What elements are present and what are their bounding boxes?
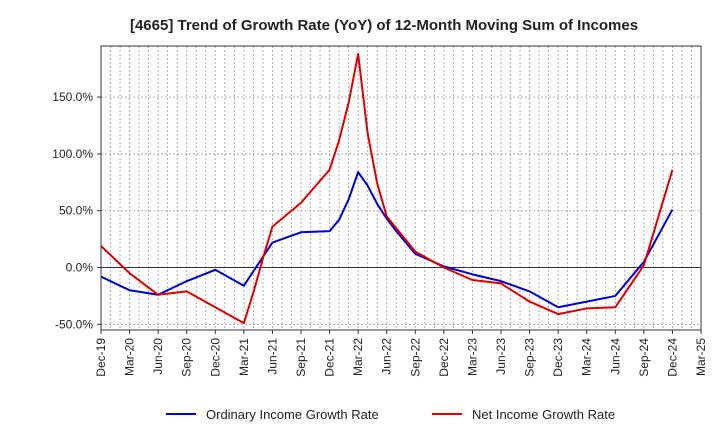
y-tick-label: 100.0% bbox=[52, 147, 93, 161]
y-tick-labels: -50.0% 0.0% 50.0% 100.0% 150.0% bbox=[52, 90, 93, 331]
x-tick-label: Mar-23 bbox=[465, 338, 479, 376]
gridlines bbox=[101, 46, 701, 330]
x-tick-label: Sep-22 bbox=[408, 338, 422, 377]
legend-label-2: Net Income Growth Rate bbox=[472, 407, 615, 422]
x-tick-label: Dec-24 bbox=[665, 338, 679, 377]
legend-label-1: Ordinary Income Growth Rate bbox=[206, 407, 379, 422]
x-tick-label: Jun-23 bbox=[494, 338, 508, 375]
chart-title: [4665] Trend of Growth Rate (YoY) of 12-… bbox=[130, 17, 638, 34]
x-tick-label: Mar-21 bbox=[237, 338, 251, 376]
y-tick-label: 150.0% bbox=[52, 90, 93, 104]
series-line-2 bbox=[100, 52, 674, 325]
x-tick-label: Sep-20 bbox=[180, 338, 194, 377]
x-tick-label: Mar-24 bbox=[580, 338, 594, 376]
x-tick-label: Dec-19 bbox=[94, 338, 108, 377]
x-tick-label: Dec-20 bbox=[208, 338, 222, 377]
y-tick-label: -50.0% bbox=[55, 317, 93, 331]
x-tick-label: Mar-25 bbox=[694, 338, 708, 376]
y-tick-label: 50.0% bbox=[59, 204, 93, 218]
x-tick-label: Mar-20 bbox=[123, 338, 137, 376]
series-line-1 bbox=[100, 171, 674, 309]
x-tick-label: Dec-23 bbox=[551, 338, 565, 377]
x-tick-label: Dec-22 bbox=[437, 338, 451, 377]
plot-frame bbox=[100, 45, 702, 331]
plot-area bbox=[101, 46, 701, 330]
x-tick-label: Jun-20 bbox=[151, 338, 165, 375]
x-tick-label: Jun-22 bbox=[380, 338, 394, 375]
x-tick-label: Dec-21 bbox=[323, 338, 337, 377]
legend: Ordinary Income Growth Rate Net Income Gr… bbox=[166, 407, 615, 422]
x-tick-labels: Dec-19 Mar-20 Jun-20 Sep-20 Dec-20 Mar-21 Jun-… bbox=[94, 338, 708, 377]
plot-background bbox=[101, 46, 701, 330]
x-tick-label: Jun-21 bbox=[265, 338, 279, 375]
x-tick-label: Sep-21 bbox=[294, 338, 308, 377]
x-tick-label: Jun-24 bbox=[608, 338, 622, 375]
axes bbox=[97, 45, 702, 334]
series-lines bbox=[100, 52, 674, 325]
x-tick-label: Sep-23 bbox=[523, 338, 537, 377]
x-tick-label: Mar-22 bbox=[351, 338, 365, 376]
x-tick-label: Sep-24 bbox=[637, 338, 651, 377]
y-tick-label: 0.0% bbox=[66, 261, 94, 275]
